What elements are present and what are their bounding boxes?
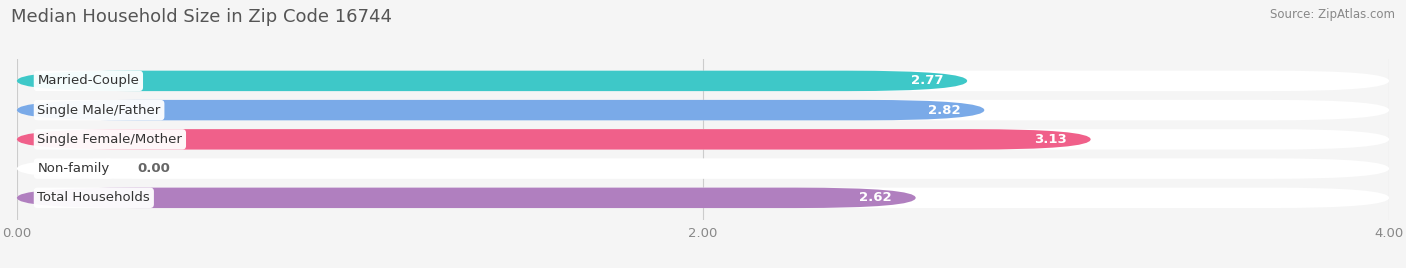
Text: Total Households: Total Households (38, 191, 150, 204)
FancyBboxPatch shape (17, 71, 967, 91)
Text: 2.82: 2.82 (928, 104, 960, 117)
Text: Single Female/Mother: Single Female/Mother (38, 133, 183, 146)
Text: Median Household Size in Zip Code 16744: Median Household Size in Zip Code 16744 (11, 8, 392, 26)
Text: 0.00: 0.00 (136, 162, 170, 175)
Text: Source: ZipAtlas.com: Source: ZipAtlas.com (1270, 8, 1395, 21)
Text: 2.62: 2.62 (859, 191, 891, 204)
Text: Non-family: Non-family (38, 162, 110, 175)
Text: Single Male/Father: Single Male/Father (38, 104, 160, 117)
Text: Married-Couple: Married-Couple (38, 75, 139, 87)
FancyBboxPatch shape (17, 100, 1389, 120)
FancyBboxPatch shape (17, 100, 984, 120)
FancyBboxPatch shape (17, 158, 1389, 179)
FancyBboxPatch shape (17, 129, 1389, 150)
Text: 2.77: 2.77 (911, 75, 943, 87)
Text: 3.13: 3.13 (1033, 133, 1067, 146)
FancyBboxPatch shape (17, 71, 1389, 91)
FancyBboxPatch shape (17, 188, 915, 208)
FancyBboxPatch shape (17, 188, 1389, 208)
FancyBboxPatch shape (17, 129, 1091, 150)
